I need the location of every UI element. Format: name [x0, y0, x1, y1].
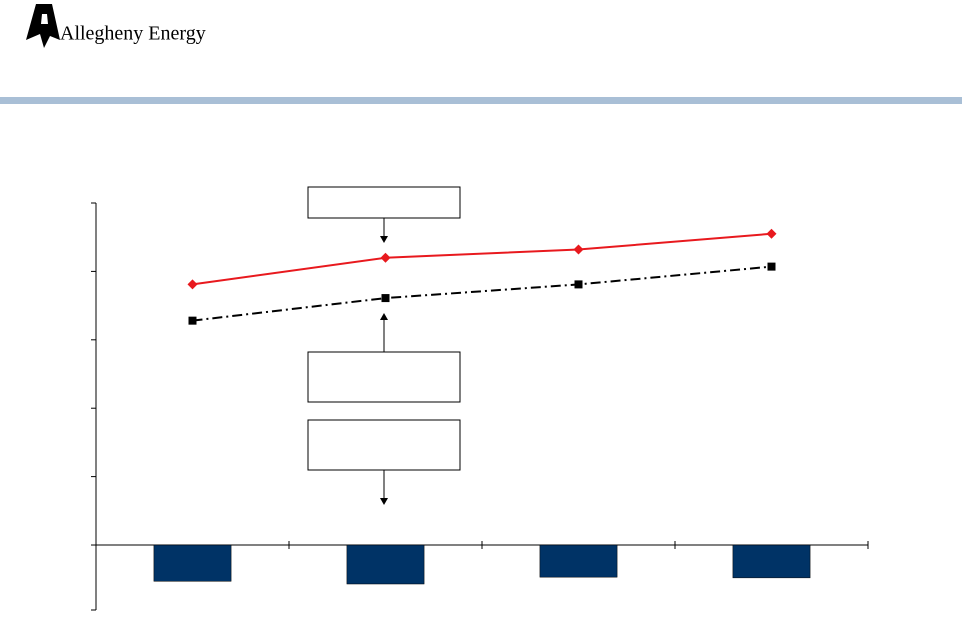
header-rule: [0, 97, 962, 104]
annotation-box: [307, 351, 461, 403]
line: [192, 232, 772, 286]
arrowhead: [380, 313, 388, 320]
marker: [573, 244, 584, 255]
annotations: [307, 186, 461, 505]
arrowhead: [380, 498, 388, 505]
annotation-box: [307, 186, 461, 219]
marker: [187, 279, 198, 290]
bar: [153, 544, 232, 582]
logo: Allegheny Energy: [26, 4, 206, 48]
logo-mark: [26, 4, 60, 48]
bar: [732, 544, 811, 579]
annotation-box: [307, 419, 461, 471]
marker: [188, 316, 197, 325]
marker: [767, 262, 776, 271]
logo-text: Allegheny Energy: [60, 23, 206, 45]
marker: [766, 228, 777, 239]
bar: [346, 544, 425, 585]
marker: [381, 294, 390, 303]
chart: [91, 202, 869, 611]
marker: [574, 280, 583, 289]
line: [192, 265, 772, 322]
logo-mark-cutout: [41, 14, 48, 24]
bar: [539, 544, 618, 578]
marker: [380, 252, 391, 263]
arrowhead: [380, 236, 388, 243]
